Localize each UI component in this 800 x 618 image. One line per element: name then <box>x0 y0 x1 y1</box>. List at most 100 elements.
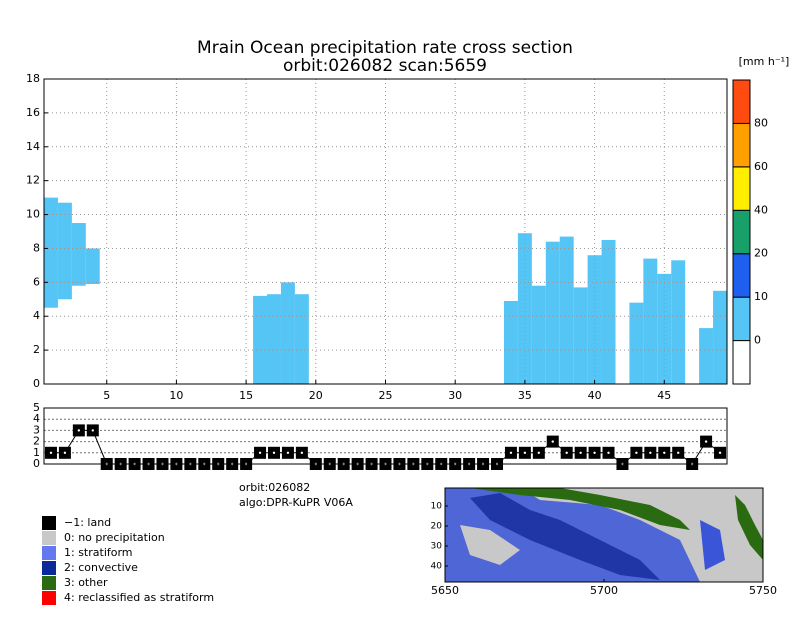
precip-column <box>531 285 546 384</box>
colorbar-segment <box>732 296 751 342</box>
colorbar-segment <box>732 209 751 255</box>
y-tick-label: 4 <box>33 412 40 425</box>
y-tick-label: 10 <box>26 208 40 221</box>
colorbar-tick-label: 0 <box>754 334 761 347</box>
precip-column <box>44 197 58 308</box>
x-tick-label: 15 <box>239 389 253 402</box>
x-tick-label: 25 <box>379 389 393 402</box>
colorbar-segment <box>732 79 751 124</box>
y-tick-label: 4 <box>33 309 40 322</box>
legend-swatch <box>42 561 56 575</box>
legend-swatch <box>42 576 56 590</box>
colorbar-tick-label: 10 <box>754 290 768 303</box>
y-tick-label: 10 <box>431 502 443 512</box>
colorbar-segment <box>732 166 751 211</box>
y-tick-label: 1 <box>33 446 40 459</box>
precip-column <box>671 260 686 384</box>
precip-column <box>713 290 727 384</box>
flag-marker-dot <box>579 451 582 454</box>
map-region <box>470 493 660 580</box>
y-tick-label: 0 <box>33 377 40 390</box>
flag-marker-dot <box>593 451 596 454</box>
flag-marker-dot <box>565 451 568 454</box>
map-panel <box>444 487 764 583</box>
flag-marker-dot <box>649 451 652 454</box>
chart-subtitle: orbit:026082 scan:5659 <box>283 56 487 76</box>
flag-marker-dot <box>91 429 94 432</box>
y-tick-label: 2 <box>33 343 40 356</box>
flag-marker-dot <box>607 451 610 454</box>
y-tick-label: 2 <box>33 435 40 448</box>
colorbar-segment <box>732 340 751 385</box>
y-tick-label: 8 <box>33 241 40 254</box>
precip-column <box>267 294 281 384</box>
colorbar-tick-label: 80 <box>754 116 768 129</box>
flag-marker-dot <box>704 440 708 443</box>
y-tick-label: 14 <box>26 140 40 153</box>
y-tick-label: 0 <box>33 457 40 470</box>
info-text: algo:DPR-KuPR V06A <box>239 496 353 509</box>
legend-swatch <box>42 591 56 605</box>
x-tick-label: 30 <box>448 389 462 402</box>
flag-marker-dot <box>537 451 541 454</box>
flag-marker-dot <box>635 451 638 454</box>
precip-column <box>643 258 658 384</box>
map-region <box>700 520 725 570</box>
legend-label: 1: stratiform <box>64 546 133 559</box>
flag-marker-dot <box>300 451 304 454</box>
flag-marker-dot <box>77 429 81 432</box>
flag-marker-dot <box>49 451 53 454</box>
x-tick-label: 20 <box>309 389 323 402</box>
precip-column <box>629 302 644 384</box>
precip-column <box>71 223 86 286</box>
map-region <box>735 495 763 560</box>
precip-column <box>573 287 588 384</box>
precip-column <box>85 248 100 285</box>
x-tick-label: 10 <box>169 389 183 402</box>
precip-column <box>517 233 532 384</box>
flag-marker-dot <box>286 451 290 454</box>
colorbar-tick-label: 40 <box>754 203 768 216</box>
y-tick-label: 16 <box>26 106 40 119</box>
precip-column <box>699 328 714 384</box>
legend-swatch <box>42 516 56 530</box>
flag-marker-dot <box>718 451 722 454</box>
legend-label: −1: land <box>64 516 111 529</box>
legend-label: 2: convective <box>64 561 138 574</box>
y-tick-label: 18 <box>26 72 40 85</box>
flag-marker-dot <box>272 451 276 454</box>
y-tick-label: 3 <box>33 423 40 436</box>
y-tick-label: 40 <box>431 562 443 572</box>
info-text: orbit:026082 <box>239 481 310 494</box>
legend-swatch <box>42 546 56 560</box>
colorbar-tick-label: 20 <box>754 247 768 260</box>
x-tick-label: 40 <box>588 389 602 402</box>
legend-label: 3: other <box>64 576 108 589</box>
y-tick-label: 6 <box>33 275 40 288</box>
legend-label: 0: no precipitation <box>64 531 165 544</box>
precip-column <box>253 295 268 384</box>
precip-column <box>57 202 72 300</box>
y-tick-label: 5 <box>33 401 40 414</box>
y-tick-label: 20 <box>431 522 443 532</box>
map-region <box>460 525 520 565</box>
map-region <box>470 488 690 530</box>
x-tick-label: 5700 <box>590 584 618 597</box>
chart-title: Mrain Ocean precipitation rate cross sec… <box>197 38 573 58</box>
legend-swatch <box>42 531 56 545</box>
flag-marker-dot <box>63 451 67 454</box>
precip-column <box>280 282 295 384</box>
plot-frame <box>43 78 728 385</box>
x-tick-label: 45 <box>657 389 671 402</box>
colorbar-tick-label: 60 <box>754 160 768 173</box>
colorbar-unit: [mm h⁻¹] <box>739 55 790 68</box>
precip-column <box>559 236 574 384</box>
precip-column <box>545 241 560 384</box>
flag-marker-dot <box>509 451 513 454</box>
precip-column <box>294 294 309 384</box>
colorbar-segment <box>732 122 751 168</box>
flag-marker-dot <box>663 451 666 454</box>
y-tick-label: 12 <box>26 174 40 187</box>
legend-label: 4: reclassified as stratiform <box>64 591 214 604</box>
